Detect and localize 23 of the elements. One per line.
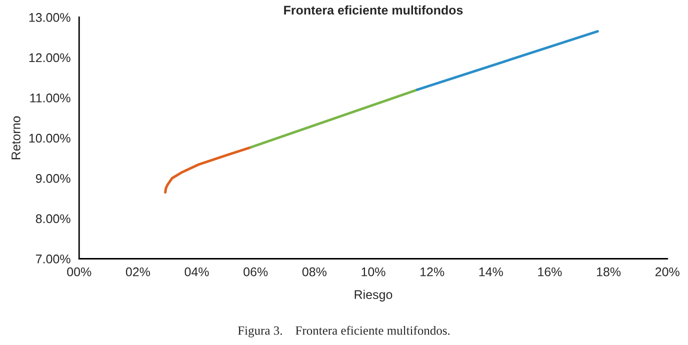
x-tick-label: 06% (244, 267, 268, 276)
y-tick-label: 11.00% (30, 94, 70, 102)
x-tick-label: 12% (420, 267, 444, 276)
x-tick-label: 02% (126, 267, 150, 276)
text: Figura 3. Frontera eficiente multifondos. (238, 326, 450, 338)
x-tick-label: 20% (655, 267, 680, 276)
line-series (164, 146, 252, 194)
chart-title: Frontera eficiente multifondos (284, 5, 463, 15)
x-tick-label: 16% (538, 267, 562, 276)
x-tick-label: 14% (479, 267, 503, 276)
y-tick-label: 7.00% (36, 254, 70, 264)
x-tick-label: 00% (67, 267, 92, 276)
y-tick-label: 13.00% (29, 13, 70, 22)
y-tick-label: 9.00% (36, 174, 70, 183)
y-tick-label: 12.00% (29, 53, 70, 62)
x-tick-label: 04% (184, 267, 209, 276)
x-tick-label: 18% (596, 267, 621, 276)
x-tick-label: 10% (362, 267, 386, 276)
y-axis-title: Retorno (12, 116, 20, 160)
x-axis-title: Riesgo (354, 290, 392, 302)
y-tick-label: 10.00% (29, 134, 70, 143)
y-tick-label: 8.00% (36, 214, 70, 224)
x-tick-label: 08% (302, 267, 326, 276)
